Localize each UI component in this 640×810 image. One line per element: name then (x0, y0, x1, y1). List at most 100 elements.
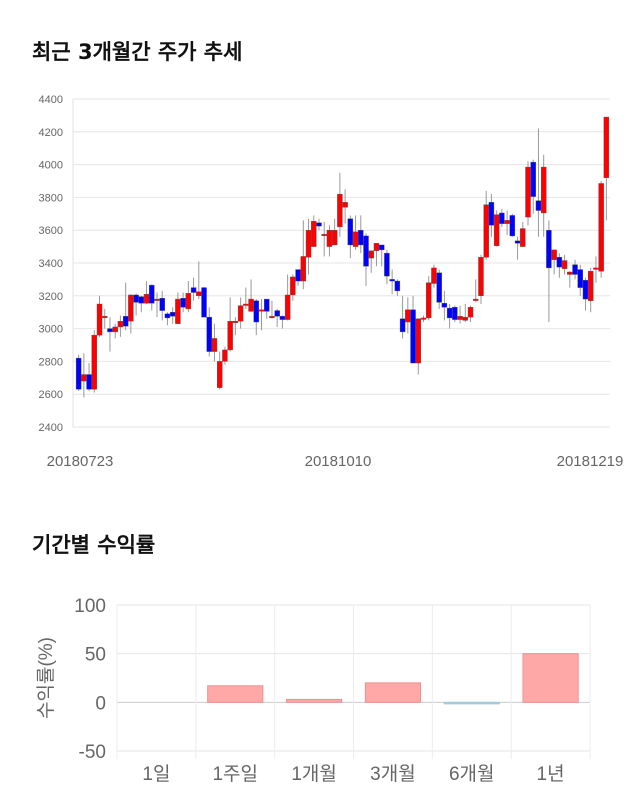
candle-body (128, 294, 134, 322)
candle-body (232, 321, 239, 323)
candle-body (243, 303, 249, 306)
candle-body (227, 321, 233, 351)
x-tick-label: 20181010 (305, 453, 372, 470)
candle-body (222, 349, 228, 362)
x-tick-label: 1주일 (212, 763, 258, 785)
x-tick-label: 1개월 (291, 763, 337, 785)
candle-body (551, 249, 557, 260)
candle-body (488, 202, 495, 226)
bar-1 (207, 685, 264, 703)
candle-body (546, 229, 552, 269)
x-tick-label: 3개월 (370, 763, 416, 785)
candle-body (264, 298, 270, 312)
y-tick-label: 4400 (39, 94, 63, 106)
candle-body (457, 316, 463, 320)
bar-4 (443, 701, 500, 705)
candle-body (295, 269, 301, 282)
candle-body (561, 260, 568, 269)
candle-body (237, 305, 244, 322)
candle-body (122, 316, 129, 327)
candle-body (567, 271, 573, 275)
candle-body (394, 280, 401, 292)
candle-body (431, 267, 437, 284)
candle-body (467, 307, 474, 318)
candle-body (368, 250, 374, 259)
y-tick-label: 0 (95, 693, 106, 714)
candle-body (530, 161, 536, 197)
candle-body (426, 282, 432, 319)
y-axis-label: 수익률(%) (35, 637, 57, 719)
candle-body (446, 307, 453, 319)
candle-body (138, 296, 145, 304)
candle-body (201, 287, 207, 318)
y-tick-label: 3600 (39, 225, 63, 237)
candle-body (81, 374, 87, 382)
candle-body (499, 212, 505, 224)
candle-body (352, 231, 359, 247)
candle-body (107, 328, 113, 333)
y-tick-label: 4000 (39, 160, 63, 172)
candle-body (535, 200, 542, 211)
candle-body (577, 269, 583, 288)
candle-body (452, 307, 458, 320)
x-tick-label: 20180723 (47, 453, 114, 470)
candle-body (274, 310, 280, 317)
y-tick-label: 3200 (39, 291, 63, 303)
candle-body (556, 257, 563, 268)
candle-body (504, 220, 510, 224)
candle-body (206, 316, 212, 352)
candle-body (415, 318, 421, 364)
candle-body (405, 309, 411, 323)
candle-body (473, 298, 479, 301)
stock-trend-title: 최근 3개월간 주가 추세 (32, 40, 243, 64)
candle-body (588, 271, 594, 301)
candle-body (342, 202, 348, 208)
x-tick-label: 1일 (142, 763, 170, 785)
candle-body (169, 312, 176, 317)
candle-body (598, 183, 604, 272)
candle-body (540, 166, 547, 214)
bar-5 (522, 653, 579, 703)
candle-body (300, 256, 307, 282)
candle-body (305, 229, 312, 258)
candle-body (164, 313, 171, 319)
candle-body (347, 218, 354, 246)
candle-body (363, 235, 369, 267)
candle-body (196, 291, 202, 297)
candle-body (520, 228, 526, 247)
y-tick-label: 100 (74, 596, 106, 617)
candle-body (603, 116, 610, 178)
candle-body (211, 338, 218, 352)
candle-body (389, 279, 395, 282)
candle-body (258, 309, 265, 312)
y-tick-label: 3400 (39, 258, 63, 270)
x-tick-label: 6개월 (449, 763, 495, 785)
candle-body (316, 222, 322, 227)
candle-body (96, 303, 103, 336)
candle-body (483, 204, 489, 258)
y-tick-label: 2800 (39, 356, 63, 368)
candle-body (180, 298, 186, 308)
y-tick-label: -50 (79, 742, 106, 763)
y-tick-label: 3000 (39, 324, 63, 336)
candle-body (290, 276, 296, 296)
bar-3 (364, 682, 422, 703)
candle-body (185, 293, 192, 310)
candle-body (373, 243, 380, 251)
candle-body (509, 215, 516, 237)
candle-body (154, 298, 160, 301)
candle-body (514, 240, 521, 244)
candle-body (420, 317, 427, 320)
candle-body (159, 298, 165, 311)
candle-body (493, 214, 500, 246)
candle-body (441, 302, 448, 308)
candle-body (337, 193, 343, 228)
candle-body (358, 229, 364, 246)
candle-body (572, 264, 578, 275)
candle-body (593, 267, 599, 270)
bar-2 (285, 698, 343, 703)
x-tick-label: 20181219 (557, 453, 624, 470)
candle-body (269, 316, 275, 318)
candle-body (133, 294, 139, 303)
